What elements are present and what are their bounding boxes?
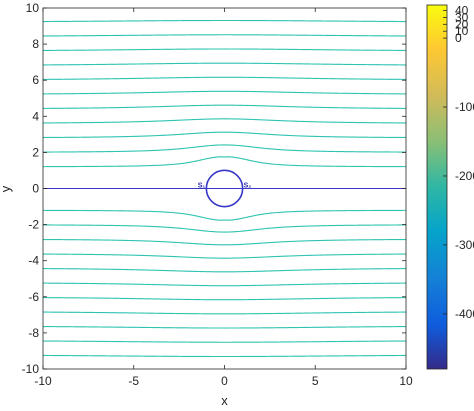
x-tick-label: -5 [128, 374, 139, 388]
streamline [43, 297, 406, 301]
streamline [43, 90, 406, 95]
stagnation-label-s2: S₂ [244, 183, 252, 190]
streamlines-group [43, 6, 406, 371]
y-tick-label: 2 [32, 145, 39, 159]
streamline [43, 34, 406, 37]
streamline [43, 311, 406, 315]
y-tick-label: -8 [28, 326, 39, 340]
x-tick-label: 5 [312, 374, 319, 388]
colorbar [426, 4, 448, 370]
x-tick-label: 0 [221, 374, 228, 388]
streamline [43, 370, 406, 371]
streamline [43, 62, 406, 66]
streamline [43, 48, 406, 51]
streamline [43, 144, 406, 153]
colorbar-tick-label: 30 [455, 10, 469, 24]
y-tick-label: -10 [22, 362, 40, 376]
streamline [43, 6, 406, 7]
colorbar-tick-label: -300 [455, 238, 474, 252]
y-tick-label: 8 [32, 37, 39, 51]
colorbar-tick-label: -400 [455, 307, 474, 321]
streamline [43, 340, 406, 343]
colorbar-tick-label: 10 [455, 24, 469, 38]
colorbar-tick-label: -200 [455, 169, 474, 183]
streamline [43, 354, 406, 358]
streamline [43, 76, 406, 80]
y-tick-label: 6 [32, 73, 39, 87]
y-tick-label: 4 [32, 109, 39, 123]
streamline [43, 118, 406, 124]
colorbar-tick-label: 0 [455, 31, 462, 45]
streamline [43, 156, 406, 168]
streamline [43, 104, 406, 109]
y-tick-label: -4 [28, 254, 39, 268]
y-axis-label: y [0, 185, 13, 192]
y-tick-label: -6 [28, 290, 39, 304]
cylinder-boundary [205, 169, 244, 208]
y-tick-label: -2 [28, 218, 39, 232]
colorbar-tick-label: -100 [455, 100, 474, 114]
streamline [43, 19, 406, 23]
streamline [43, 326, 406, 329]
x-axis-label: x [221, 393, 228, 408]
streamline [43, 268, 406, 273]
colorbar-tick-label: 20 [455, 17, 469, 31]
colorbar-tick-label: 40 [455, 4, 469, 18]
stagnation-label-s1: S₁ [198, 183, 206, 190]
x-tick-label: 10 [399, 374, 413, 388]
y-axis-ticks: -10 -8 -6 -4 -2 0 2 4 6 8 10 [22, 1, 406, 376]
streamline [43, 209, 406, 221]
streamline [43, 131, 406, 139]
streamline [43, 253, 406, 259]
x-tick-label: -10 [34, 374, 52, 388]
x-axis-ticks: -10 -5 0 5 10 [34, 8, 413, 388]
streamline [43, 224, 406, 233]
streamline [43, 282, 406, 287]
streamline [43, 238, 406, 246]
y-tick-label: 0 [32, 182, 39, 196]
y-tick-label: 10 [26, 1, 40, 15]
